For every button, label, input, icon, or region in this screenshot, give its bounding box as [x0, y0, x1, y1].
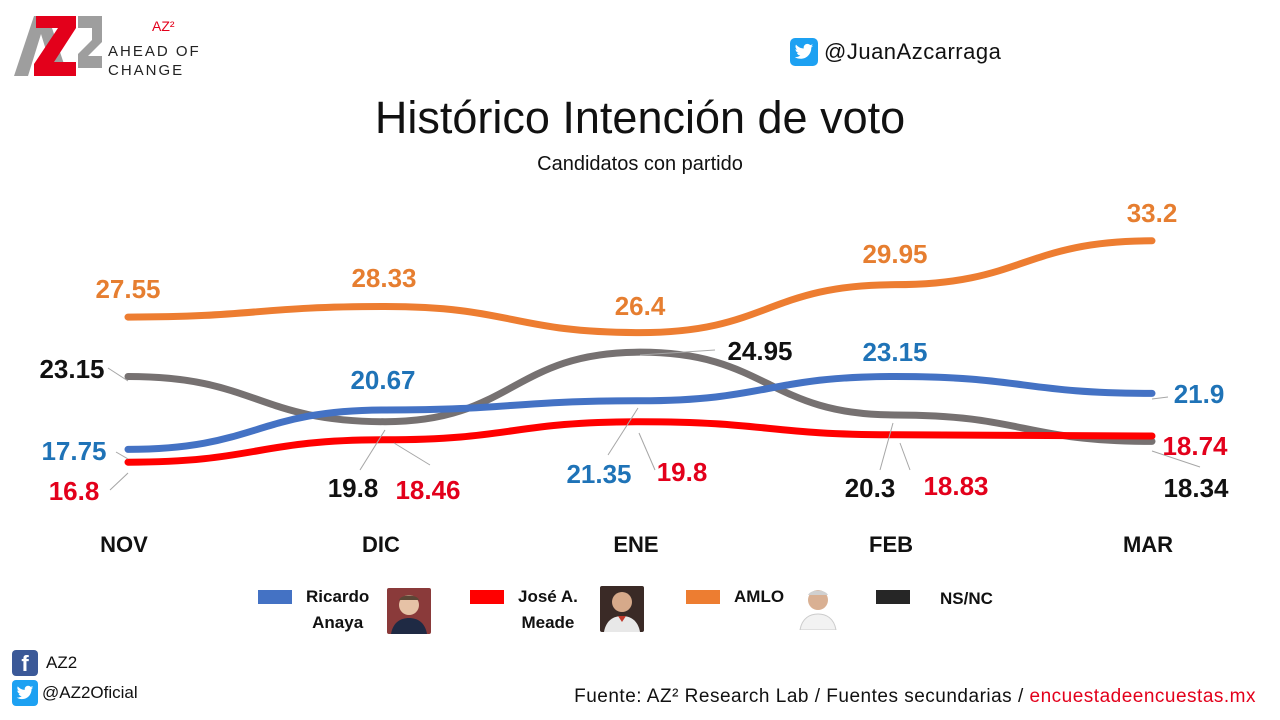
data-label-ns-nc-nov: 23.15 — [39, 354, 104, 384]
leader-line-jos-a-meade-0 — [109, 472, 129, 491]
legend-item-nsnc: NS/NC — [876, 584, 993, 612]
data-label-amlo-ene: 26.4 — [615, 291, 666, 321]
chart-subtitle: Candidatos con partido — [537, 153, 743, 175]
legend-label-meade: José A. Meade — [518, 587, 578, 632]
data-label-jos-a-meade-ene: 19.8 — [657, 457, 708, 487]
x-tick-feb: FEB — [869, 532, 913, 557]
data-label-ricardo-anaya-ene: 21.35 — [566, 459, 631, 489]
series-line-ricardo-anaya — [124, 372, 1156, 453]
source-link[interactable]: encuestadeencuestas.mx — [1029, 686, 1256, 707]
leader-line-ns-nc-4 — [1151, 450, 1201, 468]
data-label-ns-nc-ene: 24.95 — [727, 336, 792, 366]
legend-swatch-meade — [470, 590, 504, 604]
leader-line-ns-nc-3 — [879, 422, 894, 471]
data-label-amlo-feb: 29.95 — [862, 239, 927, 269]
twitter-footer-label: @AZ2Oficial — [42, 683, 138, 702]
legend-label-amlo: AMLO — [734, 587, 785, 606]
facebook-label: AZ2 — [46, 653, 78, 672]
legend-item-amlo: AMLO — [686, 584, 841, 630]
source-note: Fuente: AZ² Research Lab / Fuentes secun… — [574, 686, 1256, 708]
data-label-jos-a-meade-nov: 16.8 — [49, 476, 100, 506]
series-line-amlo — [124, 237, 1156, 337]
series-line-jos-a-meade — [124, 418, 1156, 466]
az2-logo — [14, 16, 102, 76]
twitter-icon — [790, 38, 818, 66]
twitter-handle-text: @JuanAzcarraga — [824, 39, 1002, 64]
series-line-ns-nc — [124, 348, 1156, 445]
data-label-amlo-nov: 27.55 — [95, 274, 160, 304]
data-label-jos-a-meade-dic: 18.46 — [395, 475, 460, 505]
leader-line-ns-nc-0 — [107, 367, 129, 382]
leader-line-ricardo-anaya-2 — [607, 407, 639, 456]
legend-label-anaya: Ricardo Anaya — [306, 587, 370, 632]
x-tick-dic: DIC — [362, 532, 400, 557]
data-label-jos-a-meade-mar: 18.74 — [1162, 431, 1228, 461]
leader-line-ricardo-anaya-0 — [115, 451, 129, 460]
data-label-ns-nc-mar: 18.34 — [1163, 473, 1229, 503]
anaya-photo — [387, 588, 432, 634]
legend-item-meade: José A. Meade — [470, 584, 644, 636]
data-label-ricardo-anaya-nov: 17.75 — [41, 436, 106, 466]
twitter-handle-top[interactable]: @JuanAzcarraga — [790, 38, 1001, 66]
legend-swatch-nsnc — [876, 590, 910, 604]
leader-line-ricardo-anaya-4 — [1151, 396, 1169, 400]
leader-line-ns-nc-1 — [359, 429, 386, 471]
twitter-icon — [12, 680, 38, 706]
facebook-link[interactable]: f AZ2 — [12, 650, 77, 676]
facebook-icon: f — [12, 650, 38, 676]
leader-line-jos-a-meade-2 — [638, 432, 656, 471]
data-label-ricardo-anaya-dic: 20.67 — [350, 365, 415, 395]
meade-photo — [599, 586, 644, 632]
data-label-ns-nc-feb: 20.3 — [845, 473, 896, 503]
logo-brand: AZ² — [152, 18, 175, 34]
legend-swatch-anaya — [258, 590, 292, 604]
legend-swatch-amlo — [686, 590, 720, 604]
leader-line-ns-nc-2 — [639, 349, 716, 356]
data-label-amlo-mar: 33.2 — [1127, 198, 1178, 228]
data-label-ricardo-anaya-mar: 21.9 — [1174, 379, 1225, 409]
x-tick-nov: NOV — [100, 532, 148, 557]
data-label-ns-nc-dic: 19.8 — [328, 473, 379, 503]
x-tick-mar: MAR — [1123, 532, 1173, 557]
x-tick-ene: ENE — [613, 532, 658, 557]
amlo-photo — [796, 584, 841, 630]
data-label-amlo-dic: 28.33 — [351, 263, 416, 293]
legend-label-nsnc: NS/NC — [940, 589, 993, 608]
source-prefix: Fuente: AZ² Research Lab / Fuentes secun… — [574, 686, 1030, 707]
leader-line-jos-a-meade-1 — [393, 442, 431, 466]
data-label-ricardo-anaya-feb: 23.15 — [862, 337, 927, 367]
logo-tagline: AHEAD OF CHANGE — [108, 43, 201, 79]
data-label-jos-a-meade-feb: 18.83 — [923, 471, 988, 501]
legend-item-anaya: Ricardo Anaya — [258, 584, 432, 636]
chart-title: Histórico Intención de voto — [374, 92, 906, 143]
leader-line-jos-a-meade-3 — [899, 442, 911, 471]
twitter-link-footer[interactable]: @AZ2Oficial — [12, 680, 138, 706]
